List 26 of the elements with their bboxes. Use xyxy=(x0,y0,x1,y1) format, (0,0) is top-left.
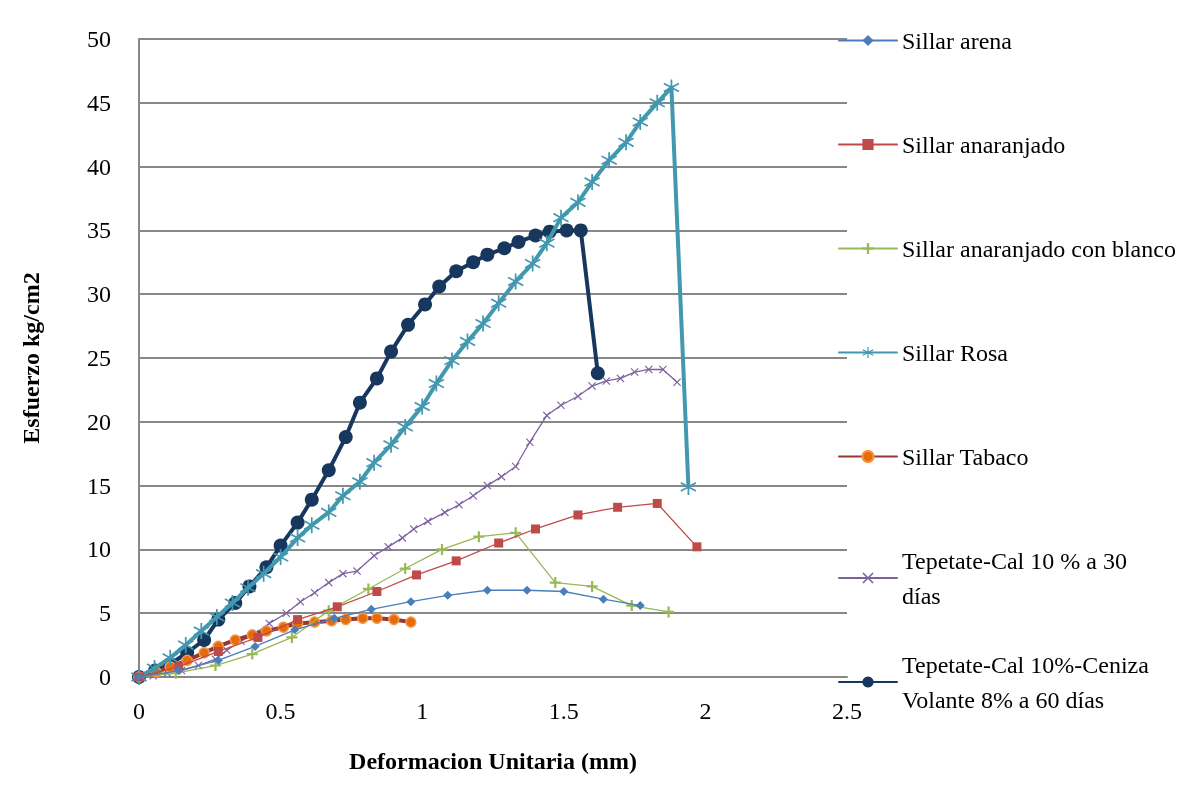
y-tick-label: 5 xyxy=(99,600,111,627)
y-tick-label: 25 xyxy=(87,345,111,371)
legend-label: Sillar arena xyxy=(902,27,1013,54)
legend-label: Tepetate-Cal 10%-Ceniza Volante 8% a 60 días xyxy=(902,651,1155,713)
y-tick-label: 10 xyxy=(87,536,111,563)
y-tick-label: 30 xyxy=(87,281,111,308)
y-tick-label: 40 xyxy=(87,153,111,180)
x-tick-label: 1 xyxy=(416,698,429,724)
legend-label: Sillar anaranjado xyxy=(902,131,1066,158)
x-tick-label: 2 xyxy=(699,698,712,724)
y-axis-title: Esfuerzo kg/cm2 xyxy=(18,272,44,444)
y-tick-label: 50 xyxy=(87,26,111,52)
y-tick-label: 0 xyxy=(99,664,111,690)
legend-label: Tepetate-Cal 10 % a 30 días xyxy=(902,547,1133,609)
x-tick-label: 0.5 xyxy=(265,698,296,724)
y-tick-label: 20 xyxy=(87,408,111,435)
x-tick-label: 0 xyxy=(133,698,145,724)
legend-label: Sillar anaranjado con blanco xyxy=(902,235,1176,262)
legend-label: Sillar Rosa xyxy=(902,339,1009,366)
legend-label: Sillar Tabaco xyxy=(902,443,1029,470)
x-axis-title: Deformacion Unitaria (mm) xyxy=(349,748,637,774)
y-tick-label: 35 xyxy=(87,217,111,244)
x-tick-label: 2.5 xyxy=(832,698,862,724)
x-tick-label: 1.5 xyxy=(548,698,579,724)
y-tick-label: 45 xyxy=(87,89,111,116)
y-tick-label: 15 xyxy=(87,472,111,499)
